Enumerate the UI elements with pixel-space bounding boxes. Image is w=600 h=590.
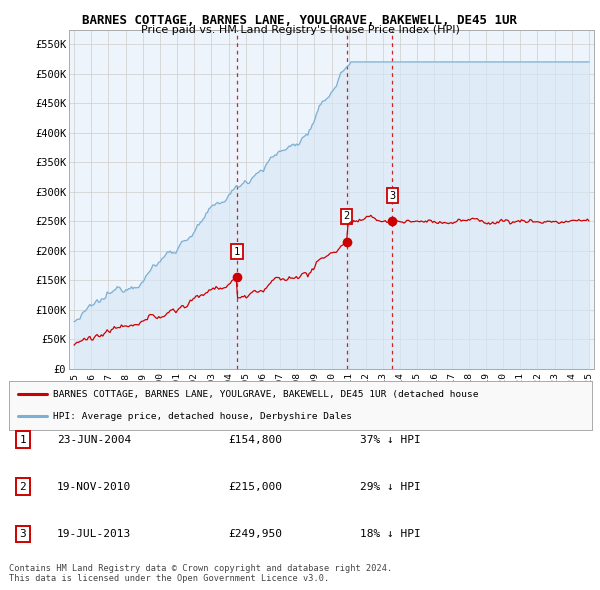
Text: Price paid vs. HM Land Registry's House Price Index (HPI): Price paid vs. HM Land Registry's House …: [140, 25, 460, 35]
Text: 37% ↓ HPI: 37% ↓ HPI: [360, 435, 421, 444]
Text: £249,950: £249,950: [228, 529, 282, 539]
Text: 3: 3: [19, 529, 26, 539]
Text: 3: 3: [389, 191, 395, 201]
Text: 2: 2: [19, 482, 26, 491]
Text: 1: 1: [19, 435, 26, 444]
Text: 23-JUN-2004: 23-JUN-2004: [57, 435, 131, 444]
Text: BARNES COTTAGE, BARNES LANE, YOULGRAVE, BAKEWELL, DE45 1UR: BARNES COTTAGE, BARNES LANE, YOULGRAVE, …: [83, 14, 517, 27]
Text: HPI: Average price, detached house, Derbyshire Dales: HPI: Average price, detached house, Derb…: [53, 412, 352, 421]
Text: 18% ↓ HPI: 18% ↓ HPI: [360, 529, 421, 539]
Text: 19-NOV-2010: 19-NOV-2010: [57, 482, 131, 491]
Text: 2: 2: [344, 211, 350, 221]
Text: 1: 1: [233, 247, 240, 257]
Text: BARNES COTTAGE, BARNES LANE, YOULGRAVE, BAKEWELL, DE45 1UR (detached house: BARNES COTTAGE, BARNES LANE, YOULGRAVE, …: [53, 390, 478, 399]
Text: 19-JUL-2013: 19-JUL-2013: [57, 529, 131, 539]
Text: £215,000: £215,000: [228, 482, 282, 491]
Text: £154,800: £154,800: [228, 435, 282, 444]
Text: Contains HM Land Registry data © Crown copyright and database right 2024.
This d: Contains HM Land Registry data © Crown c…: [9, 564, 392, 583]
Text: 29% ↓ HPI: 29% ↓ HPI: [360, 482, 421, 491]
